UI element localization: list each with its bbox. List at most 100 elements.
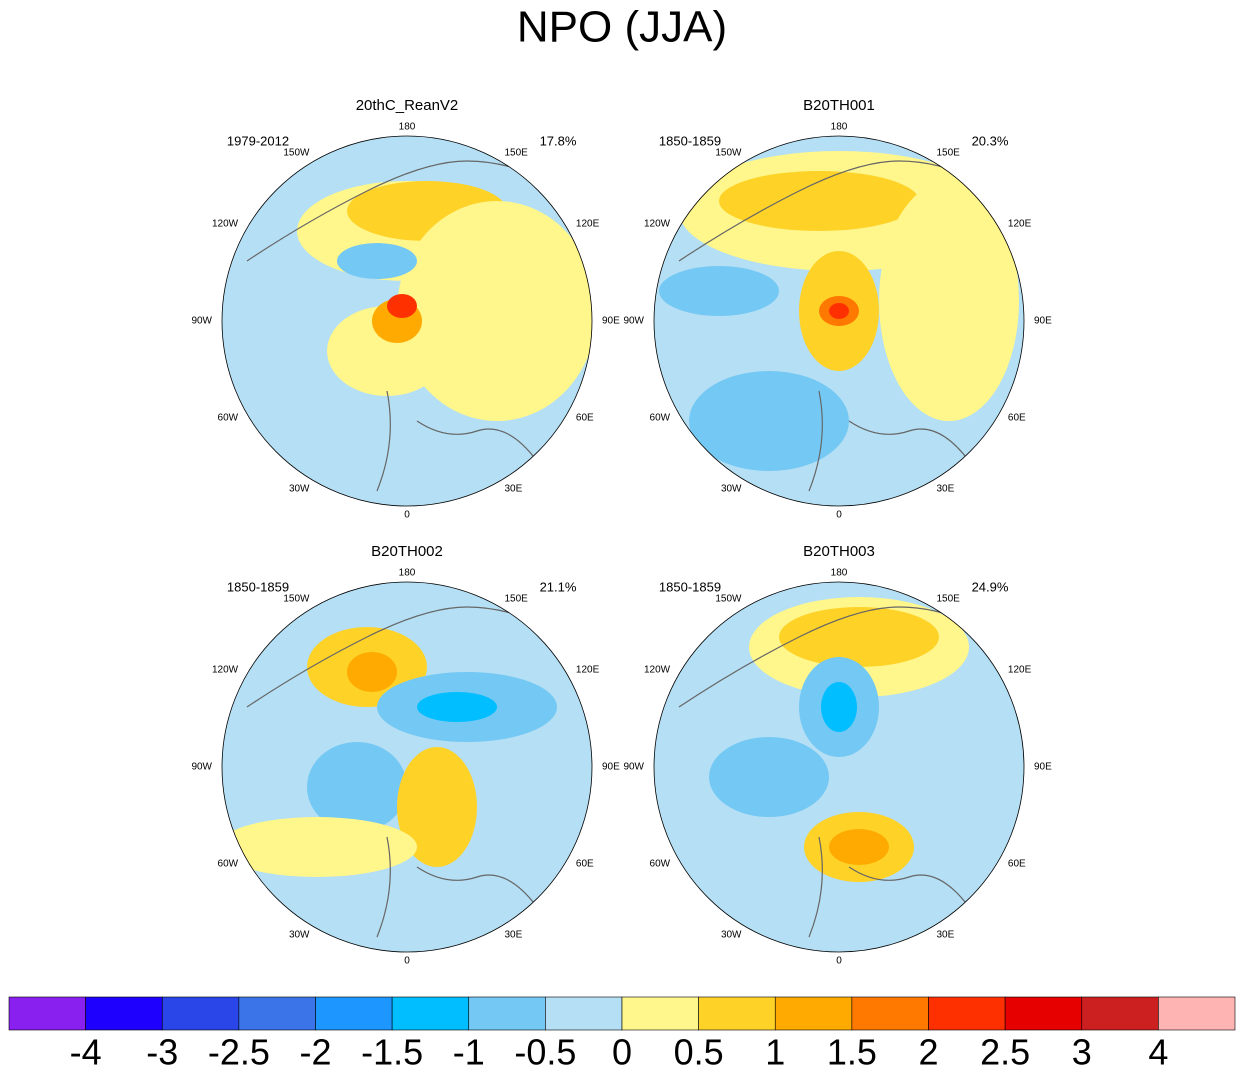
colorbar-box xyxy=(621,996,699,1031)
colorbar-box xyxy=(928,996,1006,1031)
colorbar-box xyxy=(161,996,240,1031)
colorbar-label: -4 xyxy=(70,1032,102,1073)
anomaly-region xyxy=(821,682,857,732)
longitude-label: 180 xyxy=(399,122,416,133)
colorbar-label: 0.5 xyxy=(674,1032,724,1073)
coastline xyxy=(678,606,980,708)
panel-variance: 24.9% xyxy=(972,579,1009,594)
map-border xyxy=(221,581,593,953)
longitude-label: 30E xyxy=(505,930,523,941)
panel-period: 1850-1859 xyxy=(227,579,289,594)
longitude-label: 60E xyxy=(576,413,594,424)
longitude-label: 90W xyxy=(623,762,644,773)
anomaly-region xyxy=(829,303,849,319)
coastline xyxy=(678,160,980,262)
longitude-label: 90W xyxy=(191,762,212,773)
anomaly-region xyxy=(879,181,1019,421)
longitude-label: 0 xyxy=(404,510,410,521)
longitude-label: 120E xyxy=(1008,665,1032,676)
anomaly-region xyxy=(689,371,849,471)
longitude-label: 0 xyxy=(404,956,410,967)
longitude-label: 150E xyxy=(937,148,961,159)
map-field xyxy=(222,582,592,952)
anomaly-region xyxy=(779,607,939,667)
longitude-label: 120E xyxy=(1008,219,1032,230)
panel-title: B20TH002 xyxy=(371,543,443,560)
colorbar-label: -1 xyxy=(453,1032,485,1073)
panel-variance: 21.1% xyxy=(540,579,577,594)
colorbar-box xyxy=(698,996,776,1031)
longitude-label: 120W xyxy=(644,665,671,676)
colorbar-label: 2 xyxy=(918,1032,938,1073)
anomaly-region xyxy=(659,266,779,316)
coastline xyxy=(376,390,538,492)
longitude-label: 60E xyxy=(1008,859,1026,870)
longitude-label: 60E xyxy=(1008,413,1026,424)
longitude-label: 90W xyxy=(191,316,212,327)
longitude-label: 60W xyxy=(218,413,239,424)
map-field xyxy=(654,582,1024,952)
map-field xyxy=(222,136,592,506)
longitude-label: 0 xyxy=(836,510,842,521)
figure-title: NPO (JJA) xyxy=(517,3,727,52)
longitude-label: 60W xyxy=(650,413,671,424)
longitude-label: 60W xyxy=(218,859,239,870)
colorbar-label: -2.5 xyxy=(208,1032,270,1073)
anomaly-region xyxy=(417,692,497,722)
longitude-label: 120W xyxy=(212,219,239,230)
colorbar-box xyxy=(238,996,316,1031)
colorbar-label: 2.5 xyxy=(980,1032,1030,1073)
anomaly-region xyxy=(347,652,397,692)
colorbar-label: 0 xyxy=(612,1032,632,1073)
coastline xyxy=(376,836,538,938)
longitude-label: 90E xyxy=(602,762,620,773)
coastline xyxy=(246,606,548,708)
colorbar-label: -2 xyxy=(299,1032,331,1073)
anomaly-region xyxy=(397,747,477,867)
longitude-label: 180 xyxy=(831,122,848,133)
panel-period: 1850-1859 xyxy=(659,579,721,594)
longitude-label: 30E xyxy=(937,930,955,941)
map-border xyxy=(653,581,1025,953)
anomaly-region xyxy=(397,201,592,421)
panel-title: 20thC_ReanV2 xyxy=(356,97,459,114)
colorbar-box xyxy=(391,996,470,1031)
colorbar-label: 4 xyxy=(1148,1032,1168,1073)
map-border xyxy=(221,135,593,507)
longitude-label: 150W xyxy=(715,594,742,605)
colorbar-label: 1 xyxy=(765,1032,785,1073)
longitude-label: 150E xyxy=(937,594,961,605)
colorbar-label: -1.5 xyxy=(361,1032,423,1073)
coastline xyxy=(808,390,970,492)
colorbar-label: 1.5 xyxy=(827,1032,877,1073)
colorbar-label: -0.5 xyxy=(514,1032,576,1073)
colorbar-box xyxy=(774,996,853,1031)
anomaly-region xyxy=(709,737,829,817)
longitude-label: 30W xyxy=(721,484,742,495)
longitude-label: 90W xyxy=(623,316,644,327)
longitude-label: 150E xyxy=(505,594,529,605)
longitude-label: 30E xyxy=(505,484,523,495)
longitude-label: 30W xyxy=(721,930,742,941)
colorbar-box xyxy=(8,996,86,1031)
longitude-label: 150W xyxy=(283,148,310,159)
longitude-label: 120W xyxy=(644,219,671,230)
map-border xyxy=(653,135,1025,507)
colorbar-label: -3 xyxy=(146,1032,178,1073)
panel-period: 1979-2012 xyxy=(227,133,289,148)
colorbar-box xyxy=(468,996,546,1031)
longitude-label: 180 xyxy=(831,568,848,579)
longitude-label: 60E xyxy=(576,859,594,870)
panel-variance: 20.3% xyxy=(972,133,1009,148)
panel-period: 1850-1859 xyxy=(659,133,721,148)
longitude-label: 90E xyxy=(1034,762,1052,773)
colorbar-box xyxy=(1081,996,1159,1031)
longitude-label: 90E xyxy=(602,316,620,327)
colorbar-box xyxy=(85,996,163,1031)
anomaly-region xyxy=(829,829,889,865)
colorbar-box xyxy=(315,996,393,1031)
coastline xyxy=(246,160,548,262)
colorbar-box xyxy=(545,996,623,1031)
